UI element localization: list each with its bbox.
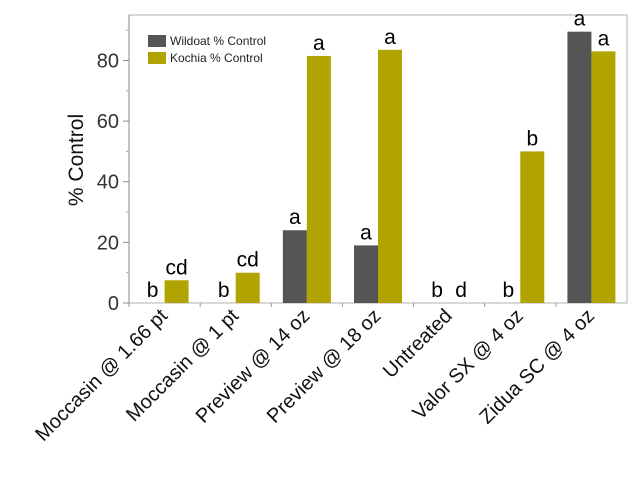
significance-letter: cd [165, 256, 187, 279]
bars [164, 31, 616, 304]
significance-letter: a [289, 206, 301, 229]
y-tick-label: 20 [97, 232, 119, 254]
bar [520, 151, 545, 303]
significance-letter: cd [237, 249, 259, 272]
bar [306, 55, 331, 303]
significance-letter: a [384, 26, 396, 49]
legend: Wildoat % Control Kochia % Control [148, 34, 266, 65]
significance-letter: d [455, 279, 467, 302]
bar [591, 51, 616, 303]
legend-label: Wildoat % Control [170, 34, 266, 48]
y-tick-label: 60 [97, 111, 119, 133]
significance-letter: b [502, 279, 514, 302]
significance-letter: b [147, 279, 159, 302]
bar [235, 272, 260, 303]
y-tick-label: 40 [97, 172, 119, 194]
significance-letter: a [598, 27, 610, 50]
y-tick-label: 80 [97, 50, 119, 72]
legend-swatch [148, 35, 166, 47]
significance-letter: b [431, 279, 443, 302]
significance-letter: b [218, 279, 230, 302]
bar [164, 280, 189, 303]
significance-letter: a [574, 8, 586, 31]
significance-letter: a [360, 221, 372, 244]
bar [354, 245, 378, 303]
y-axis: 0 20 40 60 80 [97, 15, 130, 315]
y-tick-label: 0 [108, 293, 119, 315]
y-axis-label: % Control [65, 114, 88, 206]
x-tick-label: Moccasin @ 1.66 pt [31, 305, 172, 446]
bar [378, 49, 402, 303]
significance-letter: a [313, 32, 325, 55]
legend-label: Kochia % Control [170, 51, 263, 65]
significance-letter: b [526, 127, 538, 150]
bar [567, 31, 592, 304]
legend-swatch [148, 52, 166, 64]
bar [282, 230, 307, 303]
